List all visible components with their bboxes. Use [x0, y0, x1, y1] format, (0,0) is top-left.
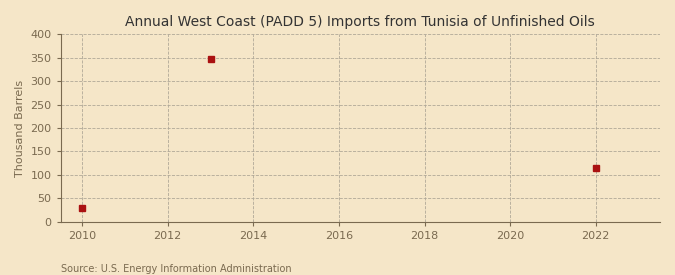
Y-axis label: Thousand Barrels: Thousand Barrels [15, 79, 25, 177]
Text: Source: U.S. Energy Information Administration: Source: U.S. Energy Information Administ… [61, 264, 292, 274]
Title: Annual West Coast (PADD 5) Imports from Tunisia of Unfinished Oils: Annual West Coast (PADD 5) Imports from … [126, 15, 595, 29]
